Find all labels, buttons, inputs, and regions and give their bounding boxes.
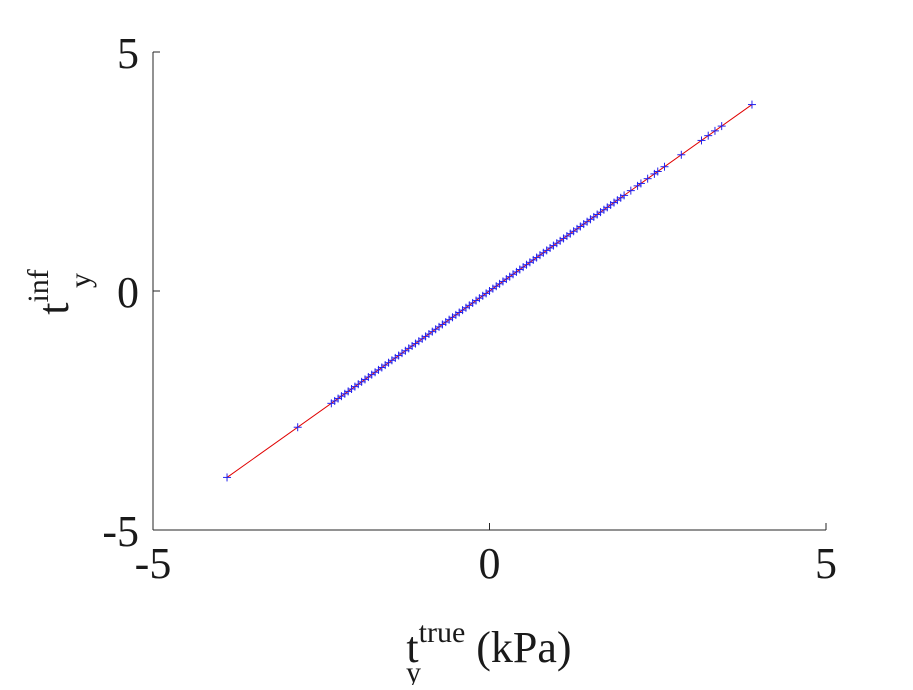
y-tick-label: -5: [102, 507, 139, 556]
y-tick-label: 0: [117, 268, 139, 317]
data-point: [223, 473, 232, 482]
data-point: [697, 136, 706, 145]
data-point: [636, 179, 645, 188]
data-point: [677, 150, 686, 159]
data-point: [626, 186, 635, 195]
x-axis-label-superscript: true: [419, 616, 466, 649]
data-point: [717, 122, 726, 131]
x-tick-label: 5: [815, 539, 837, 588]
y-axis-label-base: t: [29, 303, 78, 315]
x-axis-label-base: t: [406, 623, 418, 672]
axes: [152, 51, 827, 531]
x-tick-label: -5: [135, 539, 172, 588]
data-point: [660, 162, 669, 171]
data-point: [747, 100, 756, 109]
data-points-layer: [223, 100, 756, 482]
data-point: [643, 174, 652, 183]
data-point: [620, 191, 629, 200]
x-tick-label: 0: [479, 539, 501, 588]
svg-text:tinf: tinf: [22, 269, 78, 315]
data-point: [293, 423, 302, 432]
x-axis-label-subscript: y: [406, 656, 421, 685]
x-axis-label-suffix: (kPa): [465, 623, 571, 672]
tick-labels: -5 0 5 -5 0 5: [102, 29, 837, 588]
y-tick-label: 5: [117, 29, 139, 78]
data-point: [710, 126, 719, 135]
data-point: [704, 131, 713, 140]
x-axis-label: ttrue (kPa): [406, 616, 571, 672]
y-axis-label: tinf y: [22, 269, 97, 315]
y-axis-label-subscript: y: [64, 273, 97, 288]
y-axis-label-superscript: inf: [22, 269, 55, 302]
data-point: [653, 167, 662, 176]
